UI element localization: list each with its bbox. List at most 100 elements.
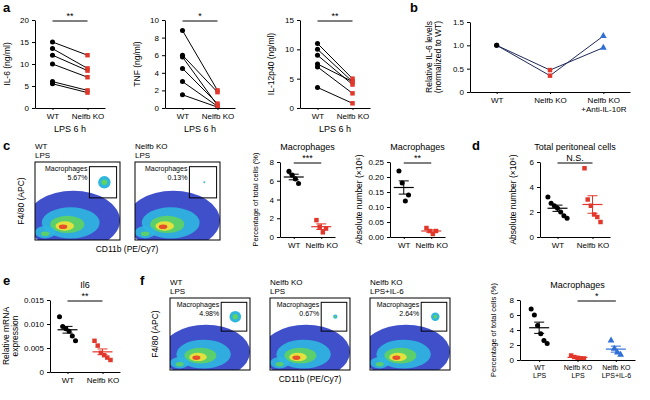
point [180,92,185,97]
error-bar [98,349,108,355]
y-axis-title: F4/80 (APC) [150,310,160,357]
point [50,53,55,58]
y-axis-title: IL-12p40 (ng/ml) [266,33,276,96]
density-region [155,221,174,230]
y-axis-line [280,163,281,238]
y-tick: 8 [155,34,165,43]
chart-title: Macrophages [390,142,445,152]
y-tick-label: 20 [20,16,29,25]
x-tick-label: Nelfb KO [72,112,104,121]
point [50,46,55,51]
significance-label: ** [66,11,74,21]
x-tick-label: Nelfb KO [577,241,609,250]
x-tick: WT [288,237,301,250]
y-tick-label: 0.010 [24,320,45,329]
significance-label: N.S. [566,153,584,163]
point [545,194,550,199]
x-tick-label: Nelfb KO [87,376,119,385]
plot-frame [270,298,350,370]
y-tick-mark [537,237,540,238]
plot-area [545,166,602,224]
x-tick: WT [312,108,325,121]
y-axis-line [390,163,391,238]
x-tick: Nelfb KO [306,237,338,250]
significance-label: *** [302,153,313,163]
point [494,43,499,48]
x-tick: Nelfb KO [577,237,609,250]
x-tick-mark [321,237,322,239]
y-tick-mark [467,45,470,46]
x-tick: Nelfb KOLPS [564,360,593,379]
x-tick-label: WT [552,241,565,250]
x-tick-label: WT [312,112,325,121]
error-bar [573,357,583,358]
y-tick: 0.005 [24,344,50,353]
x-axis: WT Nelfb KO [541,237,611,250]
plot-area [35,176,120,240]
point [608,337,615,343]
y-tick: 0 [25,104,35,113]
y-tick: 2 [530,208,540,217]
y-tick-label: 6 [155,51,160,60]
error-bar [399,181,409,194]
x-tick-mark [578,360,579,362]
x-axis: WTNelfb KO [51,372,121,385]
y-tick: 0 [155,104,165,113]
y-tick: 0.25 [368,158,390,167]
y-tick-mark [467,92,470,93]
y-axis: 0246810 [150,16,165,113]
gate [221,302,247,331]
x-tick: WT [47,108,60,121]
plot-title: Nelfb KO [135,142,167,151]
significance-label: * [595,291,599,301]
x-axis-title: LPS 6 h [54,124,86,134]
pair-line [53,82,88,91]
y-tick-mark [387,192,390,193]
y-tick-label: 6 [270,177,275,186]
density-region [150,216,184,233]
y-tick: 10 [20,60,35,69]
point [600,44,607,50]
y-tick-mark [162,108,165,109]
x-axis-title: CD11b (PE/Cy7) [279,374,342,384]
y-tick-label: 5 [25,82,30,91]
y-axis: 0246 [530,158,541,242]
y-tick-mark [517,330,520,331]
x-tick: Nelfb KO [72,108,104,121]
y-tick-label: 4 [155,69,160,78]
y-tick-label: 1.0 [453,41,465,50]
x-tick: WT [552,237,565,250]
error-bar [426,230,436,232]
x-tick-mark [431,237,432,239]
gated-population [98,176,110,188]
plot-title: LPS [135,151,150,160]
point [95,343,99,347]
y-tick: 10 [285,45,300,54]
density-region [170,357,189,369]
y-tick-mark [32,108,35,109]
x-tick-label: +Anti-IL-10R [581,105,626,114]
point [50,61,55,66]
y-tick-label: 0 [510,356,515,365]
y-tick-mark [162,73,165,74]
y-tick: 0 [460,88,470,97]
x-axis-title: LPS 6 h [319,124,351,134]
panel-label: b [410,0,418,15]
plot-area [270,315,350,370]
y-axis-line [300,21,301,109]
point [350,79,354,83]
y-tick-label: 2 [155,86,160,95]
x-tick-label: WT [398,241,411,250]
point [180,54,185,59]
error-bar [289,174,299,180]
point [85,68,89,72]
plot-area [494,32,607,78]
x-tick: WT [177,108,190,121]
pair-line [53,42,88,55]
y-tick-label: 0.00 [368,233,384,242]
chart-density: Macrophages2.64%Nelfb KOLPS+IL-6 [362,278,450,379]
y-tick-mark [162,38,165,39]
chart-title: Il6 [80,280,90,290]
density-region [184,348,216,364]
point [315,41,320,46]
